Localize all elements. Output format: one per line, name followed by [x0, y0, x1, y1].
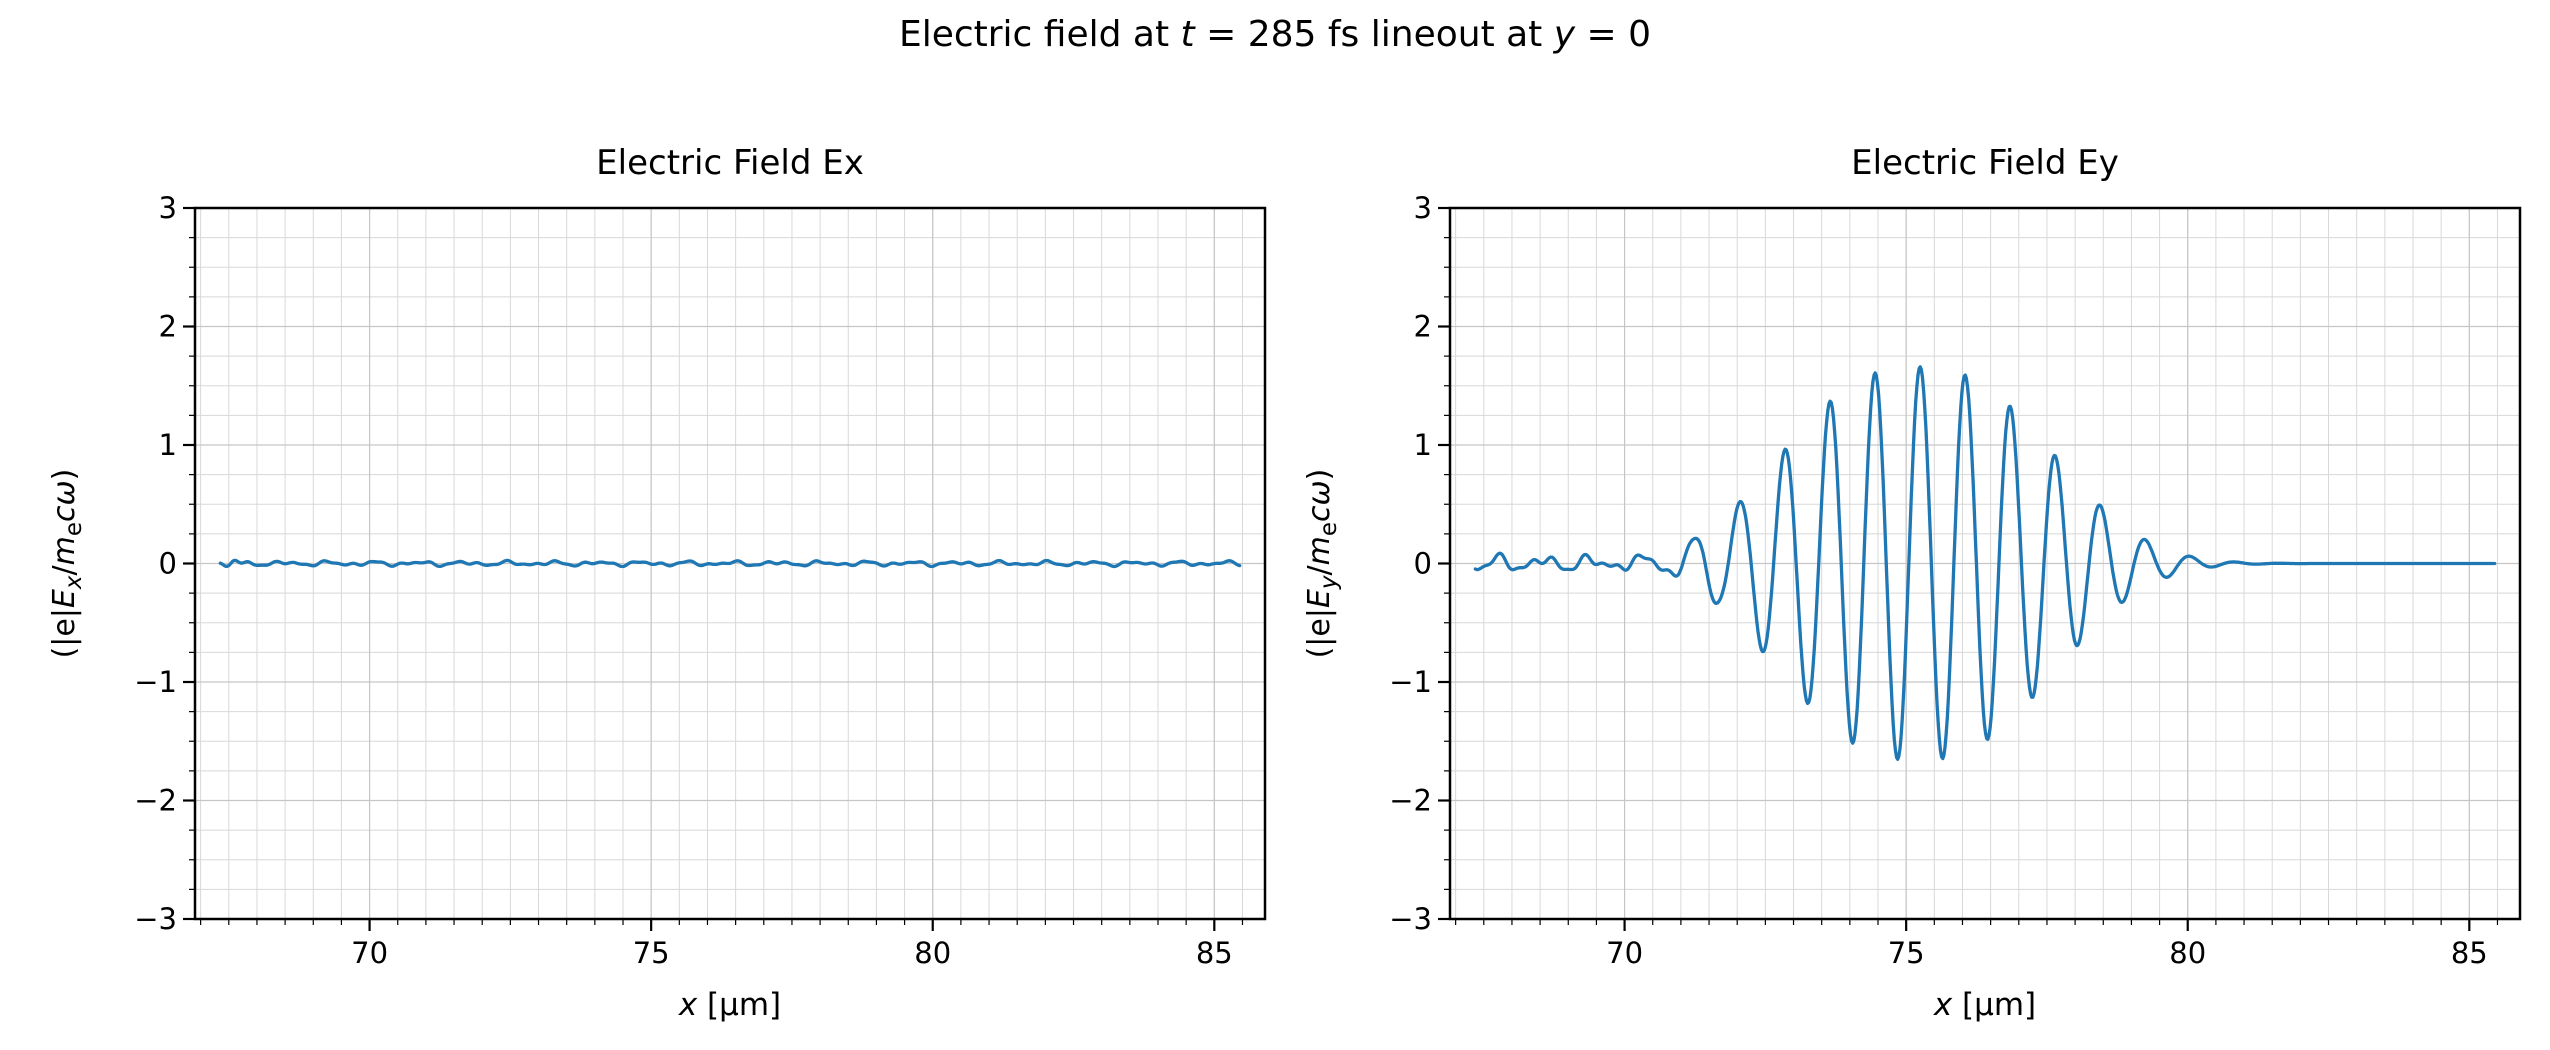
suptitle-segment: = 0: [1575, 14, 1652, 55]
y-tick-label: −1: [134, 665, 177, 699]
y-tick-label: −3: [134, 902, 177, 936]
y-tick-label: 1: [1414, 428, 1432, 462]
y-tick-label: −3: [1389, 902, 1432, 936]
y-axis-label: (|e|Ex/mecω): [47, 469, 87, 659]
x-tick-label: 80: [914, 936, 951, 970]
y-tick-label: −2: [1389, 784, 1432, 818]
x-tick-label: 70: [1606, 936, 1643, 970]
x-axis-label: x [µm]: [678, 987, 781, 1023]
subplot-ex: 70 75 80 85 3 2 1 0 −1 −2 −3 Electric Field Ex x [µm…: [47, 143, 1267, 1023]
subplot-title: Electric Field Ey: [1851, 143, 2119, 183]
y-tick-label: 0: [1414, 547, 1432, 581]
y-tick-label: 1: [159, 428, 177, 462]
y-tick-label: 3: [1414, 191, 1432, 225]
minor-ticks: [1444, 207, 2499, 925]
figure-suptitle: Electric field at t = 285 fs lineout at …: [0, 14, 2550, 55]
y-axis-label: (|e|Ey/mecω): [1302, 469, 1342, 659]
y-tick-label: 2: [159, 310, 177, 344]
x-tick-label: 80: [2169, 936, 2206, 970]
suptitle-segment: y: [1553, 14, 1576, 55]
subplot-ey: 70 75 80 85 3 2 1 0 −1 −2 −3 Electric Field Ey x [µm…: [1302, 143, 2522, 1023]
subplot-title: Electric Field Ex: [596, 143, 864, 183]
major-ticks: [183, 206, 1216, 931]
series-line-ex: [218, 558, 1242, 569]
y-tick-label: 3: [159, 191, 177, 225]
x-tick-label: 75: [1888, 936, 1925, 970]
y-tick-label: 2: [1414, 310, 1432, 344]
x-axis-label: x [µm]: [1933, 987, 2036, 1023]
x-tick-label: 85: [2451, 936, 2488, 970]
y-tick-label: −2: [134, 784, 177, 818]
suptitle-segment: = 285 fs lineout at: [1194, 14, 1554, 55]
y-tick-label: 0: [159, 547, 177, 581]
minor-ticks: [189, 207, 1244, 925]
x-tick-label: 70: [351, 936, 388, 970]
x-tick-label: 85: [1196, 936, 1233, 970]
suptitle-segment: t: [1180, 14, 1195, 55]
x-tick-label: 75: [633, 936, 670, 970]
y-tick-label: −1: [1389, 665, 1432, 699]
suptitle-segment: Electric field at: [898, 14, 1181, 55]
series-line-ey: [1473, 365, 2497, 761]
